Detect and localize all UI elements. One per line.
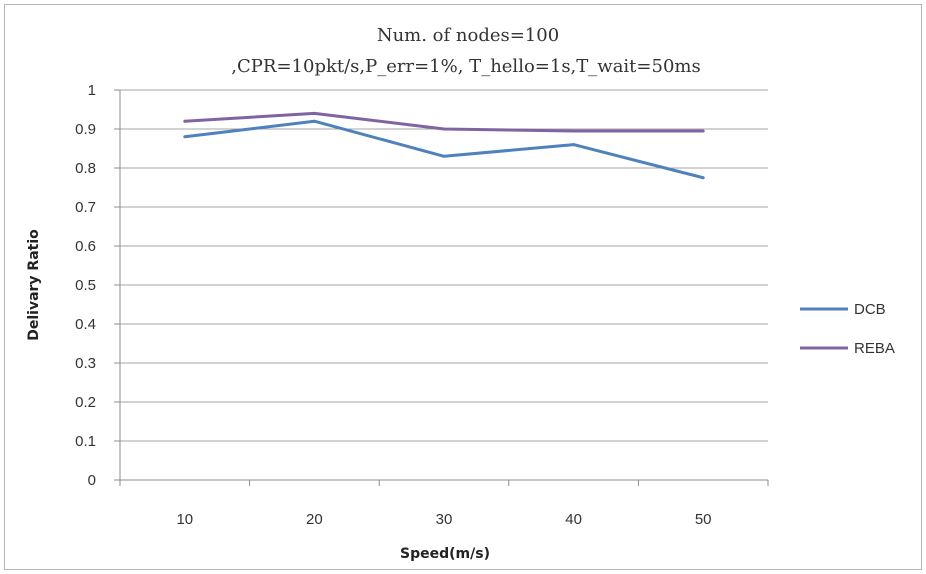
data-point — [183, 135, 187, 139]
y-tick-label: 0.7 — [75, 199, 96, 216]
legend-label-dcb: DCB — [854, 301, 886, 318]
x-tick-label: 30 — [436, 511, 453, 528]
y-tick-label: 1 — [88, 82, 96, 99]
data-point — [572, 143, 576, 147]
data-point — [701, 129, 705, 133]
y-tick-label: 0.3 — [75, 355, 96, 372]
x-tick-label: 40 — [565, 511, 582, 528]
y-axis-label: Delivary Ratio — [26, 229, 42, 341]
x-tick-label: 50 — [695, 511, 712, 528]
chart-frame — [4, 4, 922, 570]
chart-title: Num. of nodes=100 — [377, 25, 559, 46]
series-lines — [183, 111, 705, 180]
y-tick-label: 0 — [88, 472, 96, 489]
x-tick-label: 10 — [176, 511, 193, 528]
data-point — [183, 119, 187, 123]
axes — [119, 90, 769, 486]
data-point — [312, 111, 316, 115]
data-point — [442, 154, 446, 158]
chart-subtitle: ,CPR=10pkt/s,P_err=1%, T_hello=1s,T_wait… — [231, 56, 700, 77]
x-tick-label: 20 — [306, 511, 323, 528]
y-tick-label: 0.4 — [75, 316, 96, 333]
legend: DCB REBA — [800, 301, 895, 357]
y-tick-label: 0.1 — [75, 433, 96, 450]
data-point — [312, 119, 316, 123]
y-tick-label: 0.6 — [75, 238, 96, 255]
y-tick-label: 0.2 — [75, 394, 96, 411]
y-tick-label: 0.9 — [75, 121, 96, 138]
data-point — [442, 127, 446, 131]
y-tick-labels: 0 0.1 0.2 0.3 0.4 0.5 0.6 0.7 0.8 0.9 1 — [75, 82, 96, 489]
data-point — [701, 176, 705, 180]
x-axis-label: Speed(m/s) — [400, 546, 490, 562]
x-tick-labels: 10 20 30 40 50 — [176, 511, 711, 528]
y-tick-label: 0.5 — [75, 277, 96, 294]
data-point — [572, 129, 576, 133]
legend-label-reba: REBA — [854, 340, 895, 357]
gridlines — [114, 89, 768, 481]
y-tick-label: 0.8 — [75, 160, 96, 177]
